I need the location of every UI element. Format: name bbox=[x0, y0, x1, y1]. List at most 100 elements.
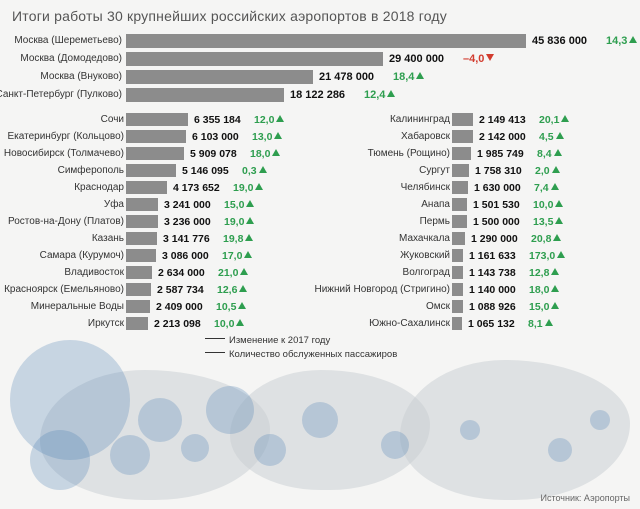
change-pct: 8,4 bbox=[537, 148, 562, 160]
airport-label: Тюмень (Рощино) bbox=[368, 148, 450, 159]
passenger-count: 1 143 738 bbox=[469, 267, 516, 279]
change-pct: 10,5 bbox=[216, 301, 246, 313]
passenger-count: 1 630 000 bbox=[474, 182, 521, 194]
legend: Изменение к 2017 году Количество обслуже… bbox=[205, 335, 397, 363]
bar bbox=[126, 215, 158, 228]
bar bbox=[452, 181, 468, 194]
airport-label: Санкт-Петербург (Пулково) bbox=[0, 89, 122, 100]
passenger-count: 6 103 000 bbox=[192, 131, 239, 143]
airport-label: Волгоград bbox=[403, 267, 450, 278]
top-bars: Москва (Шереметьево)45 836 00014,3Москва… bbox=[0, 34, 640, 106]
change-pct: 20,8 bbox=[531, 233, 561, 245]
bar bbox=[126, 249, 156, 262]
map-bubble bbox=[590, 410, 610, 430]
bar bbox=[126, 283, 151, 296]
map-bubble bbox=[30, 430, 90, 490]
passenger-count: 6 355 184 bbox=[194, 114, 241, 126]
change-pct: 21,0 bbox=[218, 267, 248, 279]
passenger-count: 3 086 000 bbox=[162, 250, 209, 262]
bar bbox=[452, 147, 471, 160]
airport-row: Сургут 1 758 310 2,0 bbox=[330, 163, 636, 179]
airport-label: Москва (Внуково) bbox=[40, 71, 122, 82]
bar bbox=[452, 266, 463, 279]
top-row: Москва (Шереметьево)45 836 00014,3 bbox=[0, 34, 640, 50]
bar bbox=[452, 113, 473, 126]
passenger-count: 1 290 000 bbox=[471, 233, 518, 245]
passenger-count: 2 634 000 bbox=[158, 267, 205, 279]
airport-row: Калининград2 149 41320,1 bbox=[330, 112, 636, 128]
passenger-count: 3 241 000 bbox=[164, 199, 211, 211]
airport-label: Иркутск bbox=[88, 318, 124, 329]
airport-label: Новосибирск (Толмачево) bbox=[4, 148, 124, 159]
change-pct: 14,3 bbox=[606, 35, 637, 47]
passenger-count: 29 400 000 bbox=[389, 53, 444, 65]
change-pct: 7,4 bbox=[534, 182, 559, 194]
airport-label: Сочи bbox=[101, 114, 124, 125]
airport-row: Жуковский1 161 633173,0 bbox=[330, 248, 636, 264]
airport-label: Жуковский bbox=[400, 250, 450, 261]
passenger-count: 1 088 926 bbox=[469, 301, 516, 313]
bar bbox=[452, 300, 463, 313]
airport-label: Махачкала bbox=[399, 233, 450, 244]
change-pct: 12,6 bbox=[217, 284, 247, 296]
bar bbox=[126, 113, 188, 126]
passenger-count: 1 500 000 bbox=[473, 216, 520, 228]
airport-label: Омск bbox=[426, 301, 450, 312]
change-pct: 19,8 bbox=[223, 233, 253, 245]
left-column: Сочи 6 355 184 12,0 Екатеринбург (Кольцово)… bbox=[0, 112, 320, 333]
airport-row: Челябинск 1 630 000 7,4 bbox=[330, 180, 636, 196]
passenger-count: 1 985 749 bbox=[477, 148, 524, 160]
airport-label: Челябинск bbox=[401, 182, 450, 193]
airport-row: Хабаровск2 142 0004,5 bbox=[330, 129, 636, 145]
passenger-count: 2 409 000 bbox=[156, 301, 203, 313]
change-pct: 12,0 bbox=[254, 114, 284, 126]
change-pct: 10,0 bbox=[214, 318, 244, 330]
airport-label: Анапа bbox=[421, 199, 450, 210]
change-pct: 20,1 bbox=[539, 114, 569, 126]
top-row: Москва (Внуково)21 478 00018,4 bbox=[0, 70, 640, 86]
bar bbox=[126, 52, 383, 66]
passenger-count: 1 501 530 bbox=[473, 199, 520, 211]
bar bbox=[126, 88, 284, 102]
change-pct: 8,1 bbox=[528, 318, 553, 330]
change-pct: 4,5 bbox=[539, 131, 564, 143]
map-bubble bbox=[302, 402, 338, 438]
airport-row: Новосибирск (Толмачево)5 909 07818,0 bbox=[0, 146, 320, 162]
passenger-count: 1 140 000 bbox=[469, 284, 516, 296]
airport-row: Самара (Курумоч)3 086 00017,0 bbox=[0, 248, 320, 264]
bar bbox=[126, 317, 148, 330]
change-pct: 2,0 bbox=[535, 165, 560, 177]
change-pct: 19,0 bbox=[224, 216, 254, 228]
airport-row: Симферополь5 146 0950,3 bbox=[0, 163, 320, 179]
bar bbox=[126, 34, 526, 48]
airport-row: Южно-Сахалинск1 065 1328,1 bbox=[330, 316, 636, 332]
legend-line-1: Изменение к 2017 году bbox=[229, 335, 330, 346]
passenger-count: 45 836 000 bbox=[532, 35, 587, 47]
bar bbox=[452, 130, 473, 143]
passenger-count: 5 146 095 bbox=[182, 165, 229, 177]
airport-row: Ростов-на-Дону (Платов)3 236 00019,0 bbox=[0, 214, 320, 230]
map-bubble bbox=[206, 386, 254, 434]
airport-label: Екатеринбург (Кольцово) bbox=[8, 131, 125, 142]
airport-row: Пермь1 500 00013,5 bbox=[330, 214, 636, 230]
change-pct: 173,0 bbox=[529, 250, 565, 262]
change-pct: 12,4 bbox=[364, 89, 395, 101]
map-bubble bbox=[381, 431, 409, 459]
airport-row: Владивосток2 634 00021,0 bbox=[0, 265, 320, 281]
change-pct: 18,0 bbox=[529, 284, 559, 296]
passenger-count: 1 758 310 bbox=[475, 165, 522, 177]
airport-row: Минеральные Воды2 409 00010,5 bbox=[0, 299, 320, 315]
change-pct: 0,3 bbox=[242, 165, 267, 177]
airport-label: Сургут bbox=[419, 165, 450, 176]
map-bubble bbox=[460, 420, 480, 440]
passenger-count: 3 236 000 bbox=[164, 216, 211, 228]
bar bbox=[126, 232, 157, 245]
change-pct: 15,0 bbox=[529, 301, 559, 313]
airport-row: Краснодар4 173 65219,0 bbox=[0, 180, 320, 196]
change-pct: 12,8 bbox=[529, 267, 559, 279]
map-bubble bbox=[254, 434, 286, 466]
map-bubble bbox=[138, 398, 182, 442]
airport-row: Тюмень (Рощино) 1 985 749 8,4 bbox=[330, 146, 636, 162]
bar bbox=[126, 300, 150, 313]
passenger-count: 2 142 000 bbox=[479, 131, 526, 143]
